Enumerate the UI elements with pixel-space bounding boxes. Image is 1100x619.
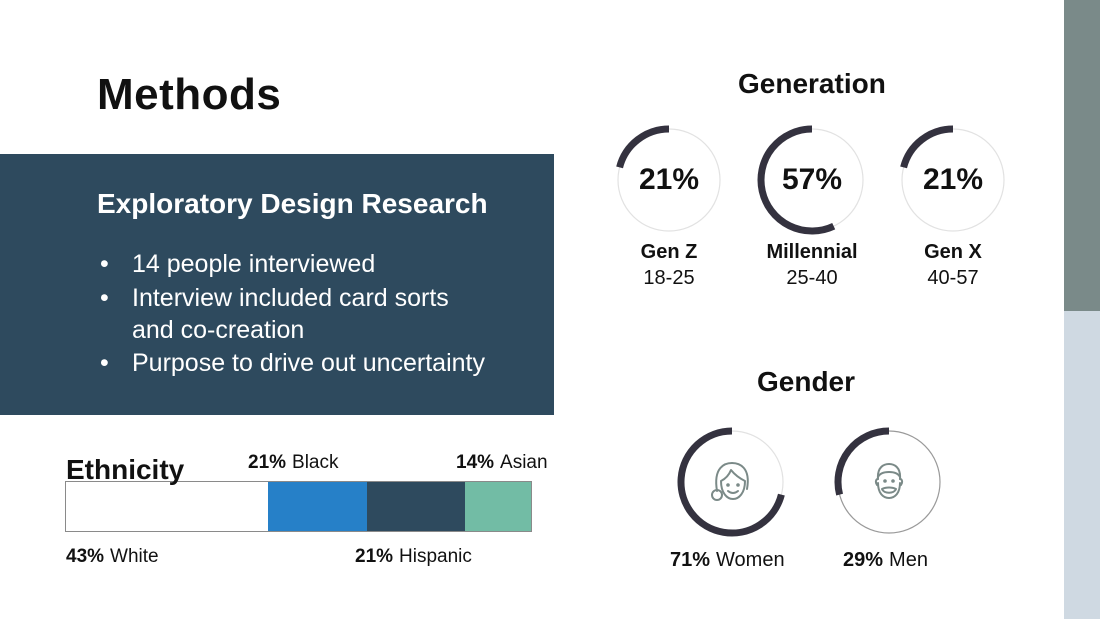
bullet-item-continued: and co-creation (100, 316, 304, 345)
research-title: Exploratory Design Research (97, 188, 488, 219)
ethnicity-name: Black (292, 452, 339, 473)
gen-x-ring: 21% (898, 125, 1008, 235)
ethnicity-name: Asian (500, 452, 548, 473)
gen-name: Millennial (766, 241, 858, 263)
bullet-item: • Purpose to drive out uncertainty (100, 349, 485, 378)
bullet-text: and co-creation (132, 316, 305, 344)
ethnicity-label-hispanic: 21% Hispanic (355, 546, 472, 568)
bullet-dot: • (100, 349, 109, 377)
ethnicity-segment-asian (465, 482, 531, 531)
generation-heading: Generation (738, 68, 886, 99)
bullet-item: • Interview included card sorts (100, 284, 449, 313)
ethnicity-label-black: 21% Black (248, 452, 339, 474)
gen-range: 18-25 (643, 267, 695, 289)
ethnicity-segment-hispanic (366, 482, 466, 531)
gender-name: Women (716, 549, 785, 571)
woman-face-icon (711, 462, 749, 501)
ring-percent: 21% (922, 163, 984, 196)
ethnicity-percent: 21% (248, 452, 287, 473)
women-ring (677, 427, 787, 537)
ethnicity-stacked-bar (65, 481, 532, 532)
side-accent-bottom (1064, 311, 1100, 619)
gen-name: Gen X (924, 241, 982, 263)
ethnicity-label-white: 43% White (66, 546, 159, 568)
gender-label: 29% Men (843, 549, 928, 572)
ethnicity-heading: Ethnicity (66, 454, 185, 485)
side-accent-top (1064, 0, 1100, 311)
ethnicity-segment-black (267, 482, 367, 531)
gender-heading: Gender (757, 366, 856, 397)
bullet-text: Purpose to drive out uncertainty (132, 349, 485, 377)
bullet-dot: • (100, 250, 109, 278)
ring-arc (616, 125, 670, 169)
ethnicity-percent: 43% (66, 546, 105, 567)
ring-chart (677, 427, 785, 537)
ring-chart (616, 125, 721, 232)
ring-arc (900, 125, 954, 169)
ring-arc (757, 125, 836, 235)
millennial-ring: 57% (757, 125, 867, 235)
gender-label: 71% Women (670, 549, 785, 572)
bearded-man-face-icon (874, 463, 904, 499)
men-ring (834, 427, 944, 537)
ethnicity-label-asian: 14% Asian (456, 452, 548, 474)
ring-arc (834, 427, 890, 496)
gender-name: Men (889, 549, 928, 571)
ethnicity-name: Hispanic (399, 546, 472, 567)
gen-name: Gen Z (640, 241, 698, 263)
gender-percent: 71% (670, 549, 711, 571)
ethnicity-segment-white (66, 482, 268, 531)
ring-chart (834, 427, 941, 534)
bullet-dot: • (100, 284, 109, 312)
ethnicity-name: White (110, 546, 159, 567)
research-panel (0, 154, 554, 415)
ring-chart (900, 125, 1005, 232)
gender-percent: 29% (843, 549, 884, 571)
ring-chart (757, 125, 864, 235)
gen-range: 25-40 (786, 267, 838, 289)
gen-range: 40-57 (927, 267, 979, 289)
gen-z-ring: 21% (614, 125, 724, 235)
bullet-item: • 14 people interviewed (100, 250, 375, 279)
ring-percent: 21% (638, 163, 700, 196)
bullet-text: 14 people interviewed (132, 250, 376, 278)
ethnicity-percent: 21% (355, 546, 394, 567)
ring-percent: 57% (781, 163, 843, 196)
bullet-text: Interview included card sorts (132, 284, 449, 312)
ring-arc (677, 427, 785, 537)
ethnicity-percent: 14% (456, 452, 495, 473)
page-title: Methods (97, 70, 282, 119)
